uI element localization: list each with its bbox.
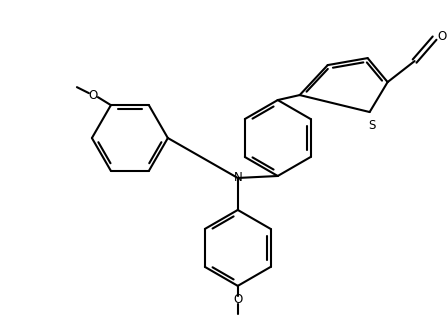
Text: N: N [233,172,242,185]
Text: O: O [233,293,242,307]
Text: O: O [438,30,447,43]
Text: O: O [88,89,98,102]
Text: S: S [368,119,375,132]
